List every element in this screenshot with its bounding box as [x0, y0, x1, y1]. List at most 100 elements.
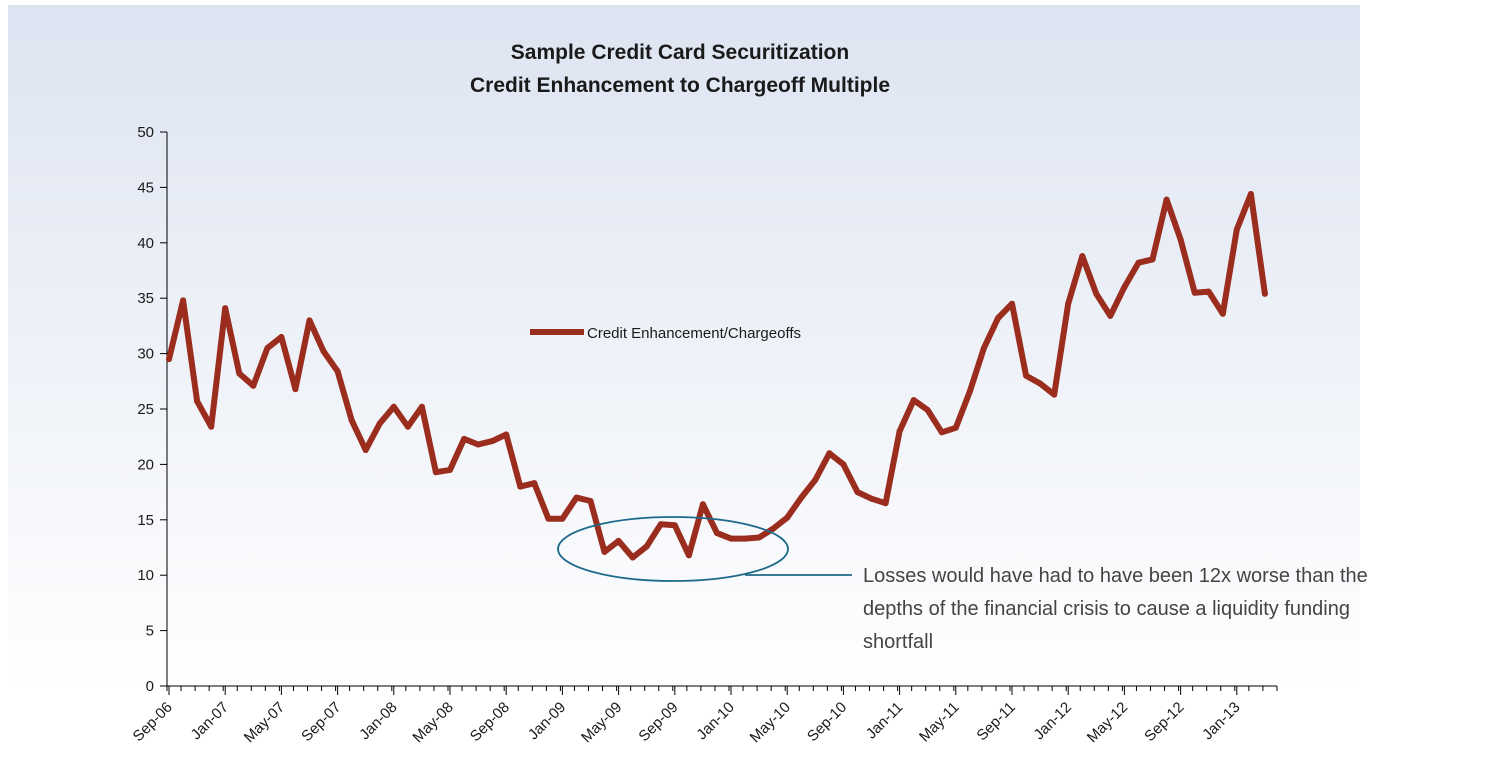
- y-tick-label: 45: [137, 179, 154, 196]
- data-point: [461, 435, 468, 442]
- y-axis: 0 5 10 15 20 25 30 35 40 45 50: [137, 124, 167, 695]
- y-tick-label: 25: [137, 401, 154, 418]
- data-point: [938, 429, 945, 436]
- data-point: [1051, 391, 1058, 398]
- data-point: [1177, 236, 1184, 243]
- data-point: [1247, 191, 1254, 197]
- data-point: [1163, 196, 1170, 203]
- data-point: [840, 461, 847, 468]
- x-tick-label: May-09: [578, 699, 625, 746]
- x-tick-label: Jan-09: [525, 699, 569, 743]
- data-point: [194, 398, 201, 405]
- y-tick-label: 5: [146, 623, 154, 640]
- annotation-text: Losses would have had to have been 12x w…: [863, 565, 1373, 653]
- data-point: [1233, 226, 1240, 233]
- chart-subtitle: Credit Enhancement to Chargeoff Multiple: [470, 74, 890, 97]
- x-tick-label: Jan-08: [356, 699, 400, 743]
- x-tick-label: Sep-11: [973, 699, 1018, 744]
- data-point: [222, 305, 229, 312]
- data-point: [896, 428, 903, 435]
- data-point: [573, 494, 580, 501]
- data-point: [685, 552, 692, 559]
- y-tick-label: 0: [146, 678, 154, 695]
- data-point: [1121, 284, 1128, 291]
- y-tick-label: 40: [137, 235, 154, 252]
- legend: Credit Enhancement/Chargeoffs: [530, 325, 801, 342]
- data-point: [671, 522, 678, 529]
- data-point: [742, 535, 749, 542]
- data-point: [714, 530, 720, 537]
- data-point: [1037, 380, 1044, 387]
- x-tick-label: Sep-10: [804, 699, 850, 745]
- annotation-line-1: Losses would have had to have been 12x w…: [863, 565, 1368, 587]
- data-point: [278, 334, 285, 340]
- data-point: [784, 514, 791, 521]
- data-point: [250, 382, 257, 389]
- data-point: [1107, 312, 1114, 319]
- legend-label: Credit Enhancement/Chargeoffs: [587, 325, 801, 342]
- data-point: [180, 297, 187, 304]
- data-point: [348, 417, 355, 424]
- series-layer: [166, 191, 1268, 561]
- data-point: [1205, 288, 1212, 295]
- data-point: [489, 438, 496, 445]
- y-tick-label: 35: [137, 290, 154, 307]
- annotation-line-3: shortfall: [863, 631, 933, 653]
- data-point: [770, 525, 777, 532]
- data-point: [292, 386, 299, 393]
- data-point: [629, 554, 636, 561]
- y-tick-label: 20: [137, 456, 154, 473]
- data-point: [1191, 289, 1198, 296]
- data-point: [404, 423, 411, 430]
- data-point: [362, 447, 369, 453]
- data-point: [924, 407, 931, 414]
- data-point: [882, 500, 889, 507]
- x-tick-label: May-08: [409, 699, 456, 746]
- y-tick-label: 15: [137, 512, 154, 529]
- data-point: [432, 469, 439, 476]
- data-point: [559, 515, 566, 522]
- y-tick-label: 30: [137, 346, 154, 363]
- data-point: [980, 345, 987, 352]
- data-point: [531, 480, 538, 487]
- chart-title: Sample Credit Card Securitization: [511, 41, 849, 64]
- data-point: [1009, 300, 1015, 307]
- data-point: [208, 423, 215, 430]
- data-point: [390, 403, 397, 410]
- data-point: [166, 356, 172, 363]
- x-axis: Sep-06 Jan-07 May-07 Sep-07 Jan-08 May-08 Sep-…: [130, 686, 1278, 746]
- x-tick-label: May-07: [241, 699, 288, 746]
- data-point: [657, 521, 664, 528]
- data-point: [1135, 259, 1142, 266]
- data-point: [1023, 372, 1030, 379]
- x-tick-label: Sep-12: [1141, 699, 1187, 745]
- data-point: [812, 476, 819, 483]
- x-tick-label: May-12: [1084, 699, 1131, 746]
- x-tick-label: Jan-11: [863, 699, 907, 743]
- data-point: [854, 489, 861, 496]
- data-point: [995, 315, 1001, 322]
- data-point: [334, 368, 341, 375]
- data-point: [868, 495, 875, 502]
- x-tick-label: May-10: [747, 699, 794, 746]
- data-point: [306, 317, 313, 324]
- data-point: [615, 537, 622, 544]
- data-point: [376, 420, 383, 427]
- data-point: [699, 501, 706, 508]
- data-point: [966, 388, 973, 395]
- data-point: [545, 515, 552, 522]
- x-tick-label: Jan-07: [188, 699, 232, 743]
- data-point: [236, 370, 243, 377]
- x-tick-label: Jan-13: [1199, 699, 1243, 743]
- data-point: [503, 431, 510, 438]
- data-point: [264, 345, 271, 352]
- data-point: [418, 403, 425, 410]
- data-point: [517, 483, 524, 490]
- data-point: [1149, 256, 1156, 263]
- data-point: [910, 397, 917, 404]
- plot-background: [8, 5, 1360, 695]
- data-point: [320, 348, 327, 355]
- x-tick-label: Sep-06: [130, 699, 176, 745]
- y-tick-label: 10: [137, 567, 154, 584]
